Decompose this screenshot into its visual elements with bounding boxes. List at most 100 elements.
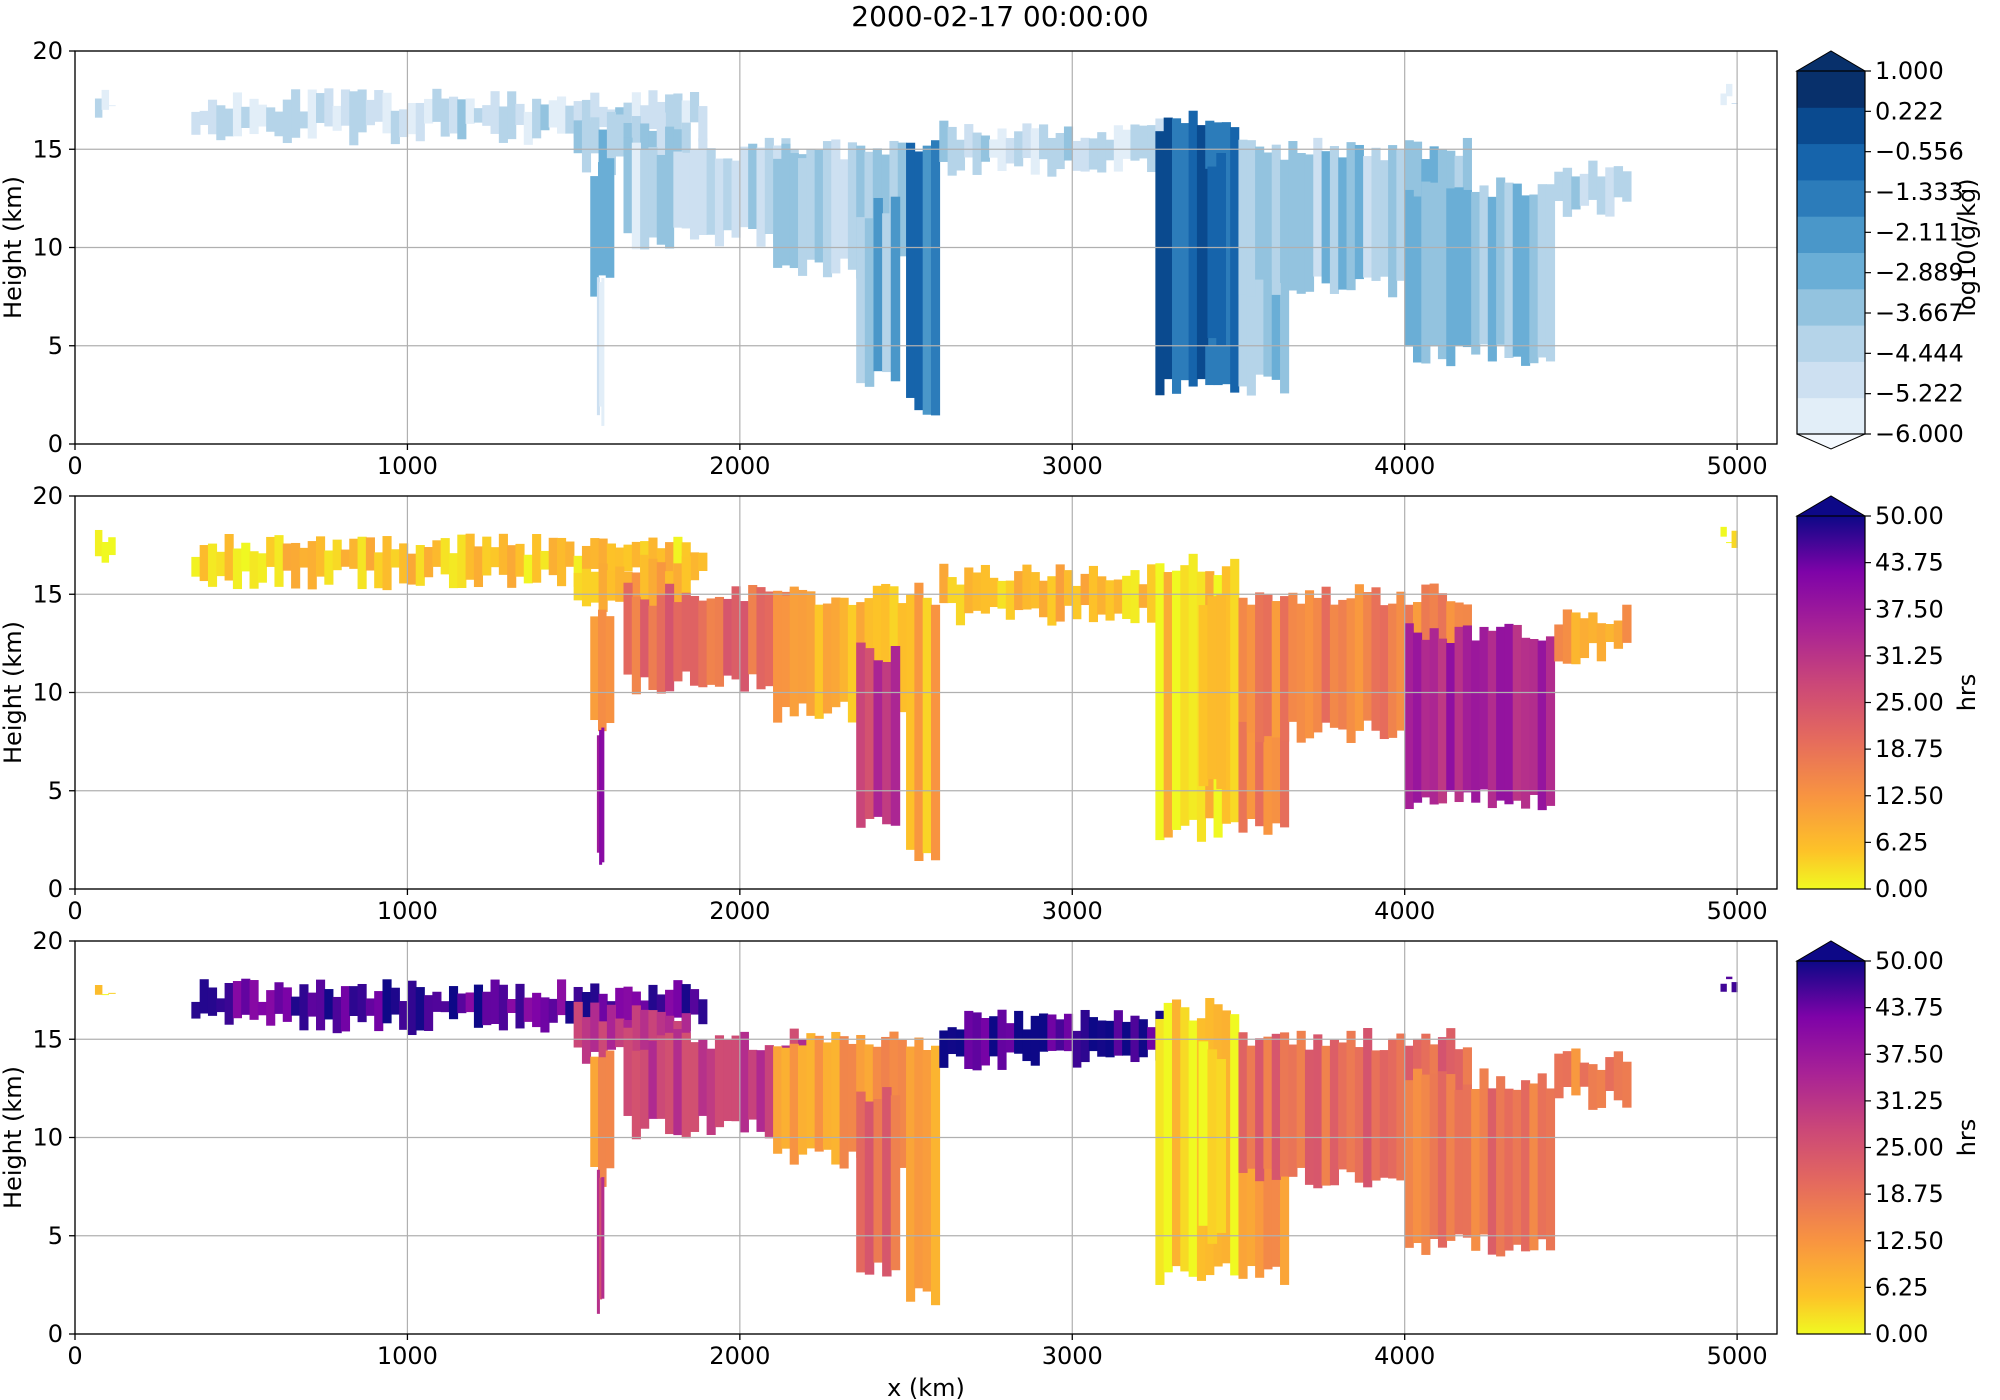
field-cell (864, 218, 875, 387)
field-cell (1579, 618, 1590, 659)
field-cell (598, 162, 607, 276)
field-cell (299, 111, 309, 129)
field-cell (1537, 640, 1547, 811)
field-cell (390, 987, 400, 1015)
field-cell (1596, 176, 1607, 215)
field-cell (1113, 1010, 1123, 1056)
field-cell (515, 543, 525, 577)
field-cell (1296, 603, 1306, 743)
x-tick-label: 3000 (1042, 452, 1103, 480)
field-cell (1005, 580, 1015, 620)
field-cell (224, 108, 234, 137)
field-cell (1429, 182, 1439, 347)
colorbar-band (1797, 361, 1865, 399)
field-cell (291, 542, 301, 589)
field-cell (1613, 1051, 1624, 1101)
field-cell (665, 583, 675, 692)
field-cell (665, 542, 675, 588)
field-cell (1130, 124, 1140, 161)
field-cell (191, 111, 201, 135)
field-cell (1471, 1088, 1481, 1251)
field-cell (1221, 566, 1231, 824)
field-cell (1030, 572, 1040, 609)
field-cell (1396, 591, 1406, 731)
field-cell (1346, 1030, 1356, 1173)
field-cell (640, 123, 650, 162)
x-tick-label: 3000 (1042, 897, 1103, 925)
field-cell (415, 545, 425, 586)
field-cell (914, 1037, 924, 1289)
field-cell (399, 1001, 409, 1030)
field-cell (573, 555, 583, 587)
field-cell (490, 91, 500, 134)
field-cell (1039, 580, 1049, 618)
field-cell (806, 149, 816, 260)
field-cell (1246, 654, 1256, 820)
field-cell (955, 1029, 966, 1057)
field-cell (108, 537, 116, 556)
field-cell (1529, 1083, 1539, 1251)
field-cell (1246, 1045, 1256, 1169)
field-cell (424, 547, 434, 578)
field-cell (1022, 123, 1032, 159)
field-cell (972, 132, 982, 175)
field-cell (573, 986, 583, 1012)
y-tick-label: 5 (48, 332, 63, 360)
field-cell (648, 147, 658, 238)
field-cell (1180, 565, 1190, 826)
field-cell (1446, 643, 1456, 792)
field-cell (706, 1048, 716, 1135)
field-cell (101, 541, 110, 563)
colorbar-tick-label: 18.75 (1875, 1180, 1944, 1208)
field-cell (1304, 590, 1315, 739)
field-cell (548, 537, 558, 576)
field-cell (640, 1049, 650, 1129)
field-cell (739, 146, 749, 228)
field-cell (1271, 1109, 1281, 1267)
field-cell (1720, 93, 1727, 106)
field-cell (1280, 159, 1290, 283)
field-cell (1329, 604, 1340, 728)
y-tick-label: 10 (32, 1124, 63, 1152)
field-bottom (94, 976, 1738, 1314)
field-cell (989, 1016, 999, 1057)
field-cell (1554, 171, 1564, 202)
field-cell (1462, 625, 1472, 793)
field-cell (1388, 1038, 1398, 1179)
field-cell (1622, 171, 1632, 202)
field-cell (590, 117, 600, 154)
colorbar-tick-label: 6.25 (1875, 828, 1928, 856)
x-tick-label: 5000 (1707, 452, 1768, 480)
colorbar-band (1797, 71, 1865, 108)
field-cell (1421, 639, 1431, 798)
field-cell (266, 107, 276, 132)
field-cell (665, 158, 675, 249)
field-cell (764, 591, 774, 687)
field-cell (601, 278, 605, 426)
field-cell (698, 999, 708, 1025)
field-middle (94, 526, 1738, 865)
x-tick-label: 1000 (377, 1342, 438, 1370)
field-cell (565, 541, 575, 567)
field-cell (596, 735, 600, 853)
field-cell (515, 983, 525, 1029)
field-cell (1379, 1050, 1389, 1178)
field-cell (1255, 1038, 1265, 1182)
colorbar-extend-max (1795, 940, 1867, 962)
field-cell (1404, 623, 1414, 810)
field-cell (374, 991, 384, 1032)
field-cell (1371, 147, 1381, 281)
colorbar-tick-label: −5.222 (1875, 380, 1964, 408)
field-cell (673, 980, 683, 1018)
field-cell (1571, 176, 1581, 210)
field-cell (1521, 195, 1531, 366)
field-cell (1512, 183, 1522, 357)
colorbar-bottom: 50.00 43.75 37.50 31.25 25.00 18.75 12.50 6.25 0… (1795, 940, 1981, 1348)
field-cell (922, 1050, 932, 1292)
colorbar-tick-label: 31.25 (1875, 1087, 1944, 1115)
field-cell (648, 605, 658, 690)
field-cell (1613, 166, 1624, 198)
field-cell (1207, 596, 1218, 780)
colorbar-extend-max (1795, 495, 1867, 517)
field-cell (1521, 637, 1531, 809)
